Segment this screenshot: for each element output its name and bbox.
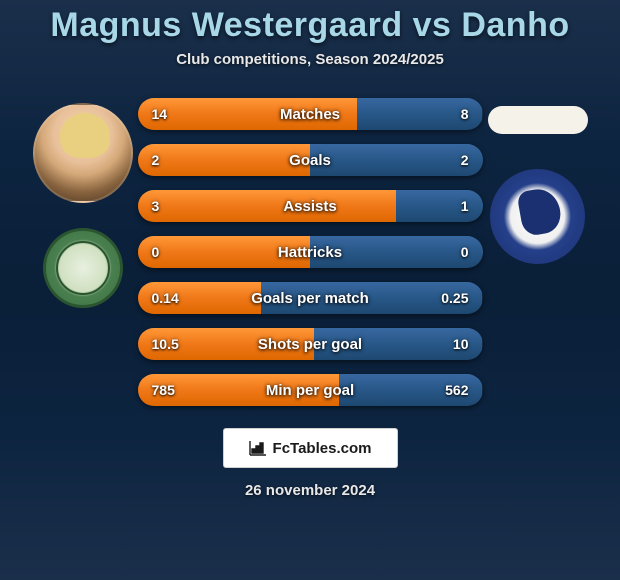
player-left-column xyxy=(28,98,138,308)
stat-bar-overlay: 2 Goals 2 xyxy=(138,144,483,176)
stat-value-right: 8 xyxy=(427,106,469,122)
brand-label: FcTables.com xyxy=(273,440,372,457)
stat-bar-row: 785 Min per goal 562 xyxy=(138,374,483,406)
club-right-logo xyxy=(490,169,585,264)
stat-bar-overlay: 0 Hattricks 0 xyxy=(138,236,483,268)
stat-value-left: 0.14 xyxy=(152,290,194,306)
stat-label: Goals xyxy=(289,152,331,169)
stat-value-right: 10 xyxy=(427,336,469,352)
stat-bar-row: 14 Matches 8 xyxy=(138,98,483,130)
stat-bar-row: 10.5 Shots per goal 10 xyxy=(138,328,483,360)
stat-value-left: 3 xyxy=(152,198,194,214)
stat-value-right: 0 xyxy=(426,244,468,260)
stat-label: Matches xyxy=(280,106,340,123)
stat-label: Shots per goal xyxy=(258,336,362,353)
stat-bars: 14Matches82Goals23Assists10Hattricks00.1… xyxy=(138,98,483,406)
stat-bar-row: 0.14 Goals per match 0.25 xyxy=(138,282,483,314)
brand-badge[interactable]: FcTables.com xyxy=(223,428,398,468)
stat-bar-overlay: 0.14 Goals per match 0.25 xyxy=(138,282,483,314)
content-container: Magnus Westergaard vs Danho Club competi… xyxy=(0,0,620,580)
stat-value-right: 562 xyxy=(427,382,469,398)
stat-bar-row: 0 Hattricks 0 xyxy=(138,236,483,268)
stat-bar-overlay: 3 Assists 1 xyxy=(138,190,483,222)
stat-label: Assists xyxy=(283,198,336,215)
stat-label: Min per goal xyxy=(266,382,354,399)
stats-section: 14Matches82Goals23Assists10Hattricks00.1… xyxy=(0,98,620,406)
player-right-column xyxy=(483,98,593,264)
stat-bar-overlay: 14 Matches 8 xyxy=(138,98,483,130)
stat-value-left: 785 xyxy=(152,382,194,398)
stat-bar-overlay: 785 Min per goal 562 xyxy=(138,374,483,406)
subtitle: Club competitions, Season 2024/2025 xyxy=(176,51,444,68)
stat-bar-row: 3 Assists 1 xyxy=(138,190,483,222)
stat-value-right: 1 xyxy=(427,198,469,214)
stat-bar-row: 2 Goals 2 xyxy=(138,144,483,176)
stat-value-right: 0.25 xyxy=(426,290,468,306)
player-right-photo xyxy=(488,106,588,134)
stat-label: Hattricks xyxy=(278,244,342,261)
stat-value-left: 14 xyxy=(152,106,194,122)
brand-chart-icon xyxy=(249,440,267,456)
page-title: Magnus Westergaard vs Danho xyxy=(50,6,569,45)
stat-value-left: 10.5 xyxy=(152,336,194,352)
stat-value-left: 0 xyxy=(152,244,194,260)
player-left-photo xyxy=(33,103,133,203)
stat-label: Goals per match xyxy=(251,290,369,307)
date-label: 26 november 2024 xyxy=(245,482,375,499)
stat-bar-overlay: 10.5 Shots per goal 10 xyxy=(138,328,483,360)
club-left-logo xyxy=(43,228,123,308)
stat-value-left: 2 xyxy=(152,152,194,168)
stat-value-right: 2 xyxy=(427,152,469,168)
